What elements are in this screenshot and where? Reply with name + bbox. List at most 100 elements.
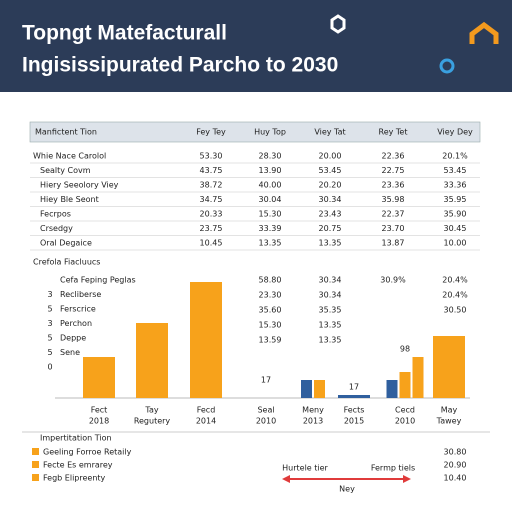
chart-value: 30.9% [380,276,406,285]
footer-value: 20.90 [444,461,467,470]
table-cell: 33.36 [444,181,467,190]
table-cell: 13.87 [382,239,405,248]
row-label: Hiery Seeolory Viey [40,181,119,190]
legend-swatch [32,461,39,468]
arrow-caption: Ney [339,485,355,494]
row-label: Whie Nace Carolol [33,152,106,161]
table-cell: 30.04 [259,195,282,204]
table-cell: 33.39 [259,224,282,233]
bar [433,336,465,398]
row-label: Fecrpos [40,210,71,219]
x-label: 2010 [256,417,276,426]
row-label: Sene [60,348,80,357]
footer-value: 30.80 [444,448,467,457]
row-label: Ferscrice [60,305,96,314]
x-label: Meny [302,406,324,415]
bar [412,357,424,398]
header-band [0,0,512,92]
axis-number: 5 [47,334,52,343]
arrow-head [282,475,290,483]
table-cell: 10.45 [200,239,223,248]
column-header: Viey Dey [437,128,473,137]
legend-swatch [32,448,39,455]
footer-title: Impertitation Tion [40,434,112,443]
table-cell: 28.30 [259,152,282,161]
x-label: 2014 [196,417,216,426]
chart-title: Crefola Fiacluucs [33,258,100,267]
x-label: 2013 [303,417,323,426]
x-label: Seal [257,406,274,415]
table-cell: 22.75 [382,166,405,175]
column-header: Rey Tet [379,128,408,137]
title-line: Ingisissipurated Parcho to 2030 [22,54,338,77]
chart-value: 20.4% [442,291,468,300]
row-label: Perchon [60,319,92,328]
x-label: Fect [91,406,108,415]
chart-value: 20.4% [442,276,468,285]
table-cell: 35.98 [382,195,405,204]
chart-value: 23.30 [259,291,282,300]
x-label: Cecd [395,406,415,415]
row-label: Crsedgy [40,224,73,233]
bar [399,372,411,398]
bar [301,380,312,398]
bar-note: 17 [261,376,271,385]
column-header: Manfictent Tion [35,128,97,137]
icon [330,14,346,34]
title-line: Topngt Matefacturall [22,22,227,45]
table-cell: 53.45 [319,166,342,175]
table-cell: 10.00 [444,239,467,248]
axis-number: 3 [47,319,52,328]
table-cell: 23.70 [382,224,405,233]
x-label: Fects [344,406,365,415]
table-cell: 23.43 [319,210,342,219]
table-header [29,121,481,143]
table-cell: 15.30 [259,210,282,219]
bar [386,380,398,398]
row-label: Cefa Feping Peglas [60,276,136,285]
table-cell: 23.36 [382,181,405,190]
x-label: 2010 [395,417,415,426]
column-header: Viey Tat [314,128,345,137]
table-cell: 23.75 [200,224,223,233]
arrow-label: Hurtele tier [282,464,328,473]
row-label: Recliberse [60,290,101,299]
table-cell: 13.35 [319,239,342,248]
legend-label: Geeling Forroe Retaily [43,448,132,457]
bar-note: 17 [349,383,359,392]
chart-value: 35.35 [319,306,342,315]
icon [469,21,499,44]
table-cell: 20.20 [319,181,342,190]
row-label: Oral Degaice [40,239,92,248]
table-cell: 20.1% [442,152,468,161]
table-cell: 35.90 [444,210,467,219]
x-label: 2015 [344,417,364,426]
bar [83,357,115,398]
table-cell: 53.45 [444,166,467,175]
x-label: Tay [144,406,158,415]
axis-number: 0 [47,363,52,372]
x-label: 2018 [89,417,109,426]
table-cell: 34.75 [200,195,223,204]
row-label: Deppe [60,334,86,343]
table-cell: 43.75 [200,166,223,175]
chart-value: 13.59 [259,336,282,345]
bar [314,380,325,398]
table-cell: 30.45 [444,224,467,233]
column-header: Huy Top [254,128,286,137]
legend-label: Fegb Elipreenty [43,474,106,483]
bar [338,395,370,398]
axis-number: 5 [47,348,52,357]
table-cell: 13.90 [259,166,282,175]
table-cell: 22.37 [382,210,405,219]
chart-value: 30.50 [444,306,467,315]
axis-number: 5 [47,305,52,314]
x-label: Regutery [134,417,171,426]
table-cell: 35.95 [444,195,467,204]
chart-value: 30.34 [319,291,342,300]
table-cell: 30.34 [319,195,342,204]
x-label: May [441,406,458,415]
chart-value: 58.80 [259,276,282,285]
